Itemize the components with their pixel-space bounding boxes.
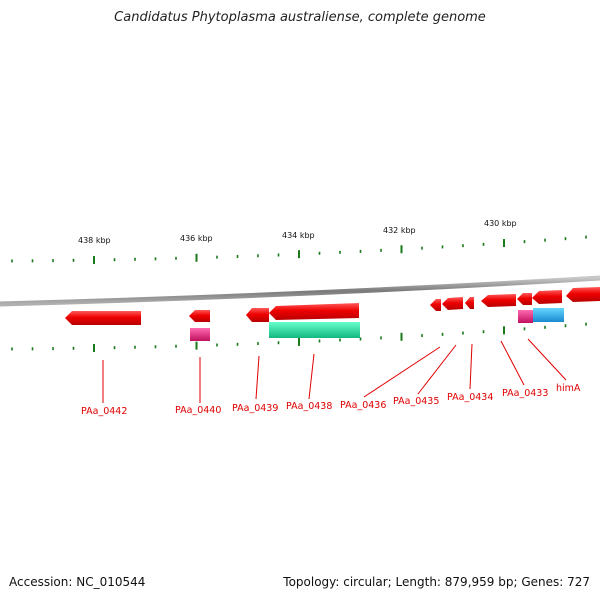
feature-next[interactable] (566, 287, 600, 302)
feature-paa0440-rna[interactable] (190, 328, 210, 341)
scale-label-434: 434 kbp (282, 231, 315, 240)
gene-label-paa0434: PAa_0434 (447, 392, 493, 403)
feature-paa0436-a[interactable] (430, 299, 441, 311)
feature-track (65, 287, 600, 341)
feature-paa0438-rna[interactable] (269, 322, 360, 338)
tick-row-bottom (11, 322, 587, 353)
feature-paa0433-rna[interactable] (518, 310, 533, 323)
accession-text: Accession: NC_010544 (9, 575, 146, 589)
feature-hima-rna[interactable] (533, 308, 564, 322)
feature-paa0442[interactable] (65, 311, 141, 325)
gene-label-paa0433: PAa_0433 (502, 388, 548, 399)
gene-label-hima: himA (556, 383, 581, 394)
feature-paa0439[interactable] (246, 308, 269, 322)
genome-backbone (0, 275, 600, 307)
gene-label-paa0442: PAa_0442 (81, 406, 127, 417)
feature-paa0436-b[interactable] (442, 297, 463, 310)
label-connectors (102, 338, 567, 403)
scale-label-436: 436 kbp (180, 234, 213, 243)
gene-label-paa0435: PAa_0435 (393, 396, 439, 407)
gene-label-paa0438: PAa_0438 (286, 401, 332, 412)
genome-summary-text: Topology: circular; Length: 879,959 bp; … (283, 575, 590, 589)
scale-label-432: 432 kbp (383, 226, 416, 235)
feature-paa0440[interactable] (189, 310, 210, 322)
feature-paa0434[interactable] (481, 294, 516, 307)
scale-label-438: 438 kbp (78, 236, 111, 245)
tick-row-top (11, 235, 587, 265)
gene-label-paa0440: PAa_0440 (175, 405, 221, 416)
feature-paa0435[interactable] (465, 297, 474, 309)
feature-paa0438[interactable] (269, 303, 359, 320)
scale-label-430: 430 kbp (484, 219, 517, 228)
feature-paa0433[interactable] (517, 293, 532, 305)
gene-label-paa0439: PAa_0439 (232, 403, 278, 414)
gene-label-paa0436: PAa_0436 (340, 400, 386, 411)
feature-hima[interactable] (532, 290, 562, 304)
map-title: Candidatus Phytoplasma australiense, com… (114, 10, 486, 25)
